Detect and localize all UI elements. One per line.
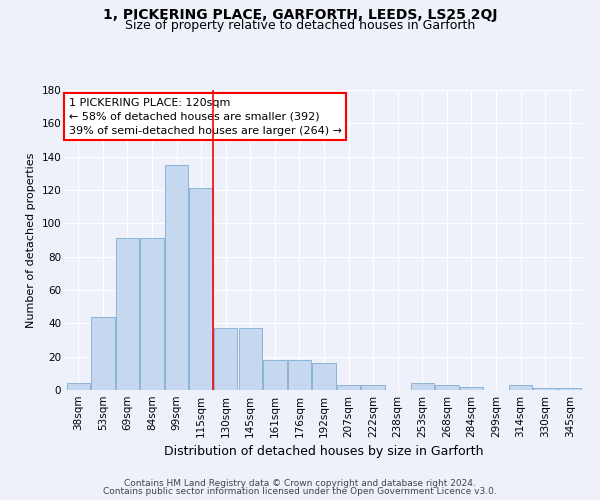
Bar xyxy=(91,316,115,390)
Bar xyxy=(190,188,213,390)
Bar xyxy=(410,384,434,390)
Text: 1, PICKERING PLACE, GARFORTH, LEEDS, LS25 2QJ: 1, PICKERING PLACE, GARFORTH, LEEDS, LS2… xyxy=(103,8,497,22)
Bar xyxy=(509,385,532,390)
Bar xyxy=(337,385,360,390)
X-axis label: Distribution of detached houses by size in Garforth: Distribution of detached houses by size … xyxy=(164,446,484,458)
Bar xyxy=(214,328,238,390)
Bar xyxy=(263,360,287,390)
Text: Contains public sector information licensed under the Open Government Licence v3: Contains public sector information licen… xyxy=(103,487,497,496)
Bar xyxy=(313,364,335,390)
Bar xyxy=(165,165,188,390)
Bar xyxy=(116,238,139,390)
Bar xyxy=(67,384,90,390)
Bar xyxy=(140,238,164,390)
Text: Contains HM Land Registry data © Crown copyright and database right 2024.: Contains HM Land Registry data © Crown c… xyxy=(124,478,476,488)
Bar xyxy=(533,388,557,390)
Text: Size of property relative to detached houses in Garforth: Size of property relative to detached ho… xyxy=(125,19,475,32)
Bar xyxy=(460,386,483,390)
Bar xyxy=(435,385,458,390)
Bar xyxy=(558,388,581,390)
Bar xyxy=(288,360,311,390)
Bar xyxy=(239,328,262,390)
Y-axis label: Number of detached properties: Number of detached properties xyxy=(26,152,36,328)
Text: 1 PICKERING PLACE: 120sqm
← 58% of detached houses are smaller (392)
39% of semi: 1 PICKERING PLACE: 120sqm ← 58% of detac… xyxy=(68,98,341,136)
Bar xyxy=(361,385,385,390)
